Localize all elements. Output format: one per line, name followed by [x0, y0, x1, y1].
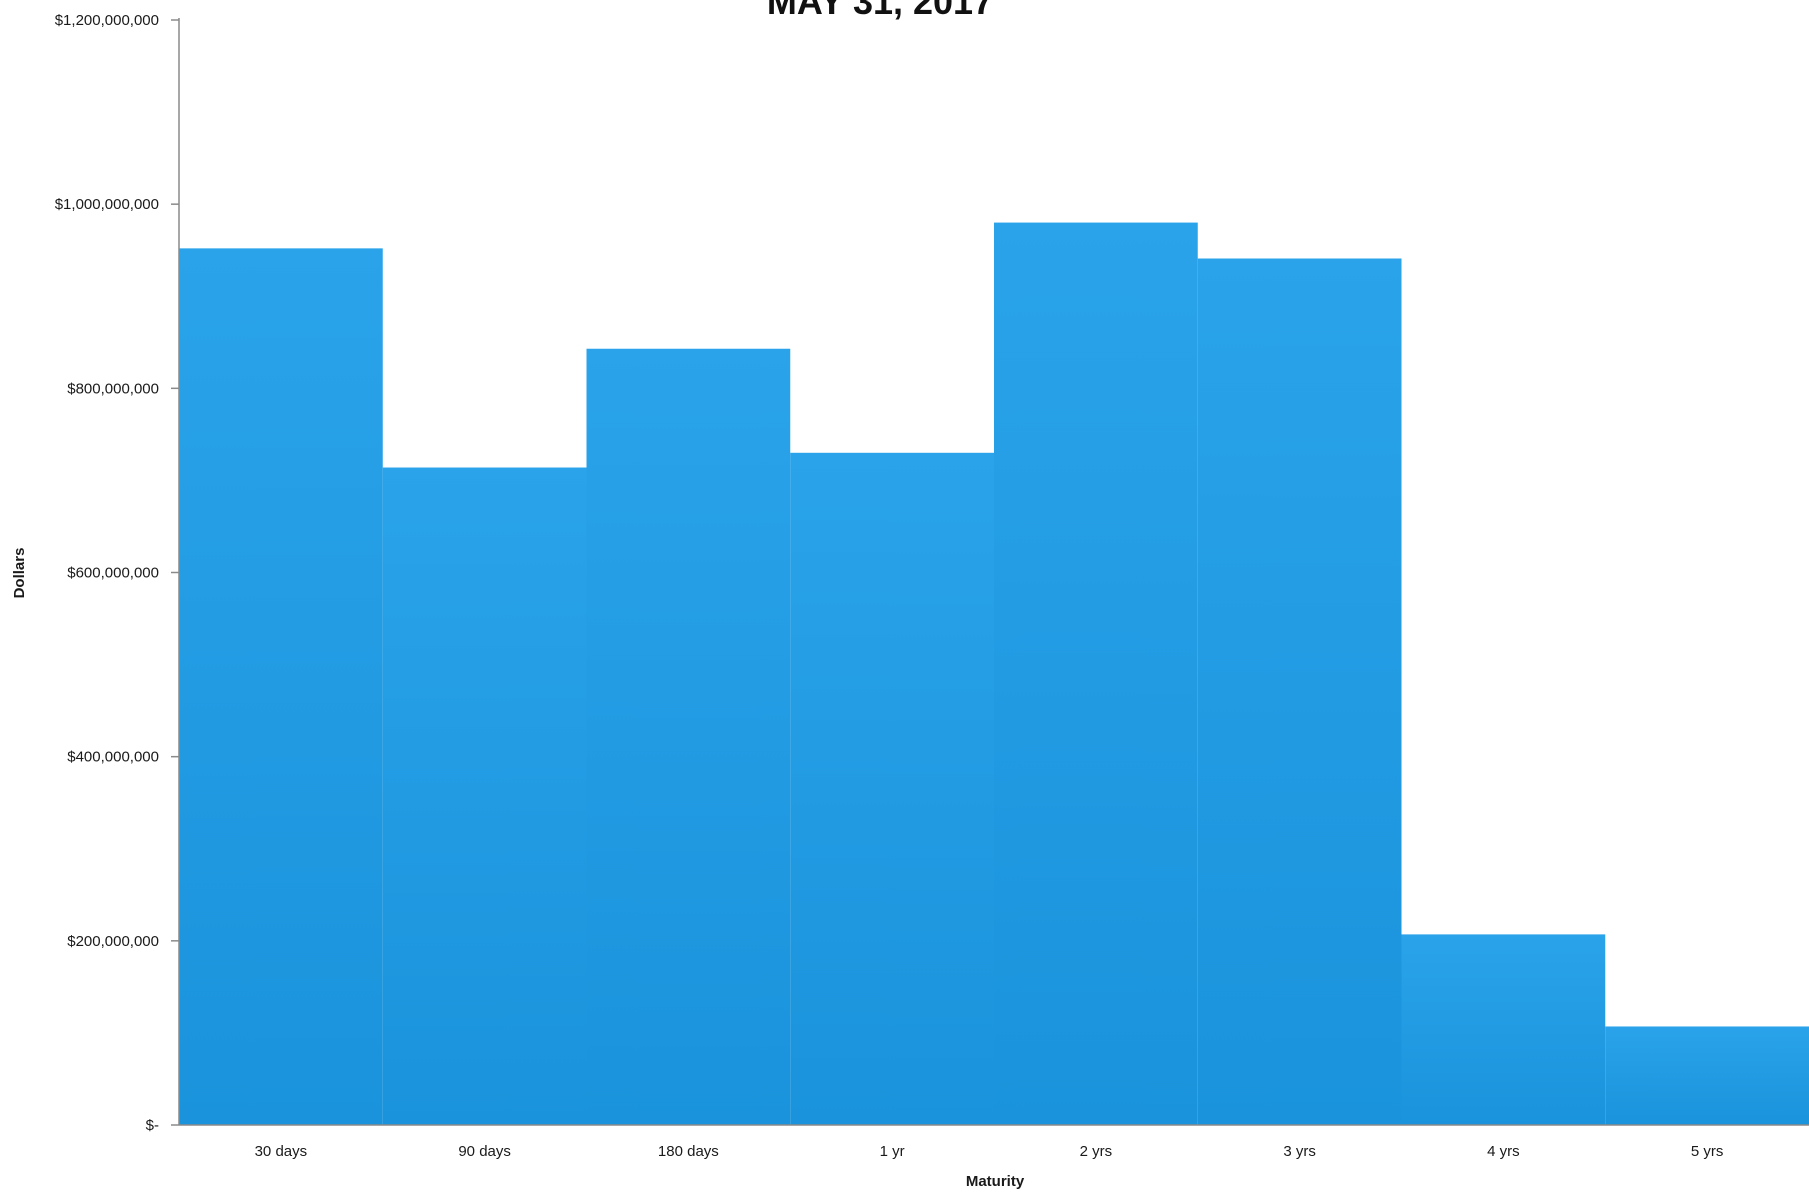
y-tick-label: $600,000,000	[67, 565, 159, 582]
y-tick-label: $800,000,000	[67, 380, 159, 397]
x-tick-labels: 30 days 90 days 180 days 1 yr 2 yrs 3 yrs 4 yr…	[255, 1143, 1724, 1160]
y-tick-label: $-	[146, 1117, 159, 1134]
bar-180-days	[587, 349, 791, 1125]
x-tick-label: 180 days	[658, 1143, 719, 1160]
x-tick-label: 3 yrs	[1283, 1143, 1316, 1160]
y-tick-label: $200,000,000	[67, 933, 159, 950]
bar-4-yrs	[1402, 934, 1606, 1125]
bar-2-yrs	[994, 223, 1198, 1125]
x-tick-label: 1 yr	[880, 1143, 905, 1160]
x-axis-title: Maturity	[966, 1173, 1025, 1190]
bars-layer	[179, 223, 1809, 1125]
x-tick-label: 5 yrs	[1691, 1143, 1724, 1160]
y-tick-label: $400,000,000	[67, 749, 159, 766]
x-tick-label: 30 days	[255, 1143, 308, 1160]
x-tick-label: 90 days	[458, 1143, 511, 1160]
bar-90-days	[383, 468, 587, 1125]
x-tick-label: 4 yrs	[1487, 1143, 1520, 1160]
bar-3-yrs	[1198, 259, 1402, 1126]
y-axis-title: Dollars	[11, 548, 28, 599]
bar-1-yr	[790, 453, 994, 1125]
x-tick-label: 2 yrs	[1080, 1143, 1113, 1160]
bar-30-days	[179, 248, 383, 1125]
y-tick-label: $1,000,000,000	[55, 196, 159, 213]
y-tick-labels: $- $200,000,000 $400,000,000 $600,000,000 $8…	[55, 12, 179, 1134]
bar-5-yrs	[1605, 1026, 1809, 1125]
chart-title: MAY 31, 2017	[767, 0, 993, 22]
y-tick-label: $1,200,000,000	[55, 12, 159, 29]
